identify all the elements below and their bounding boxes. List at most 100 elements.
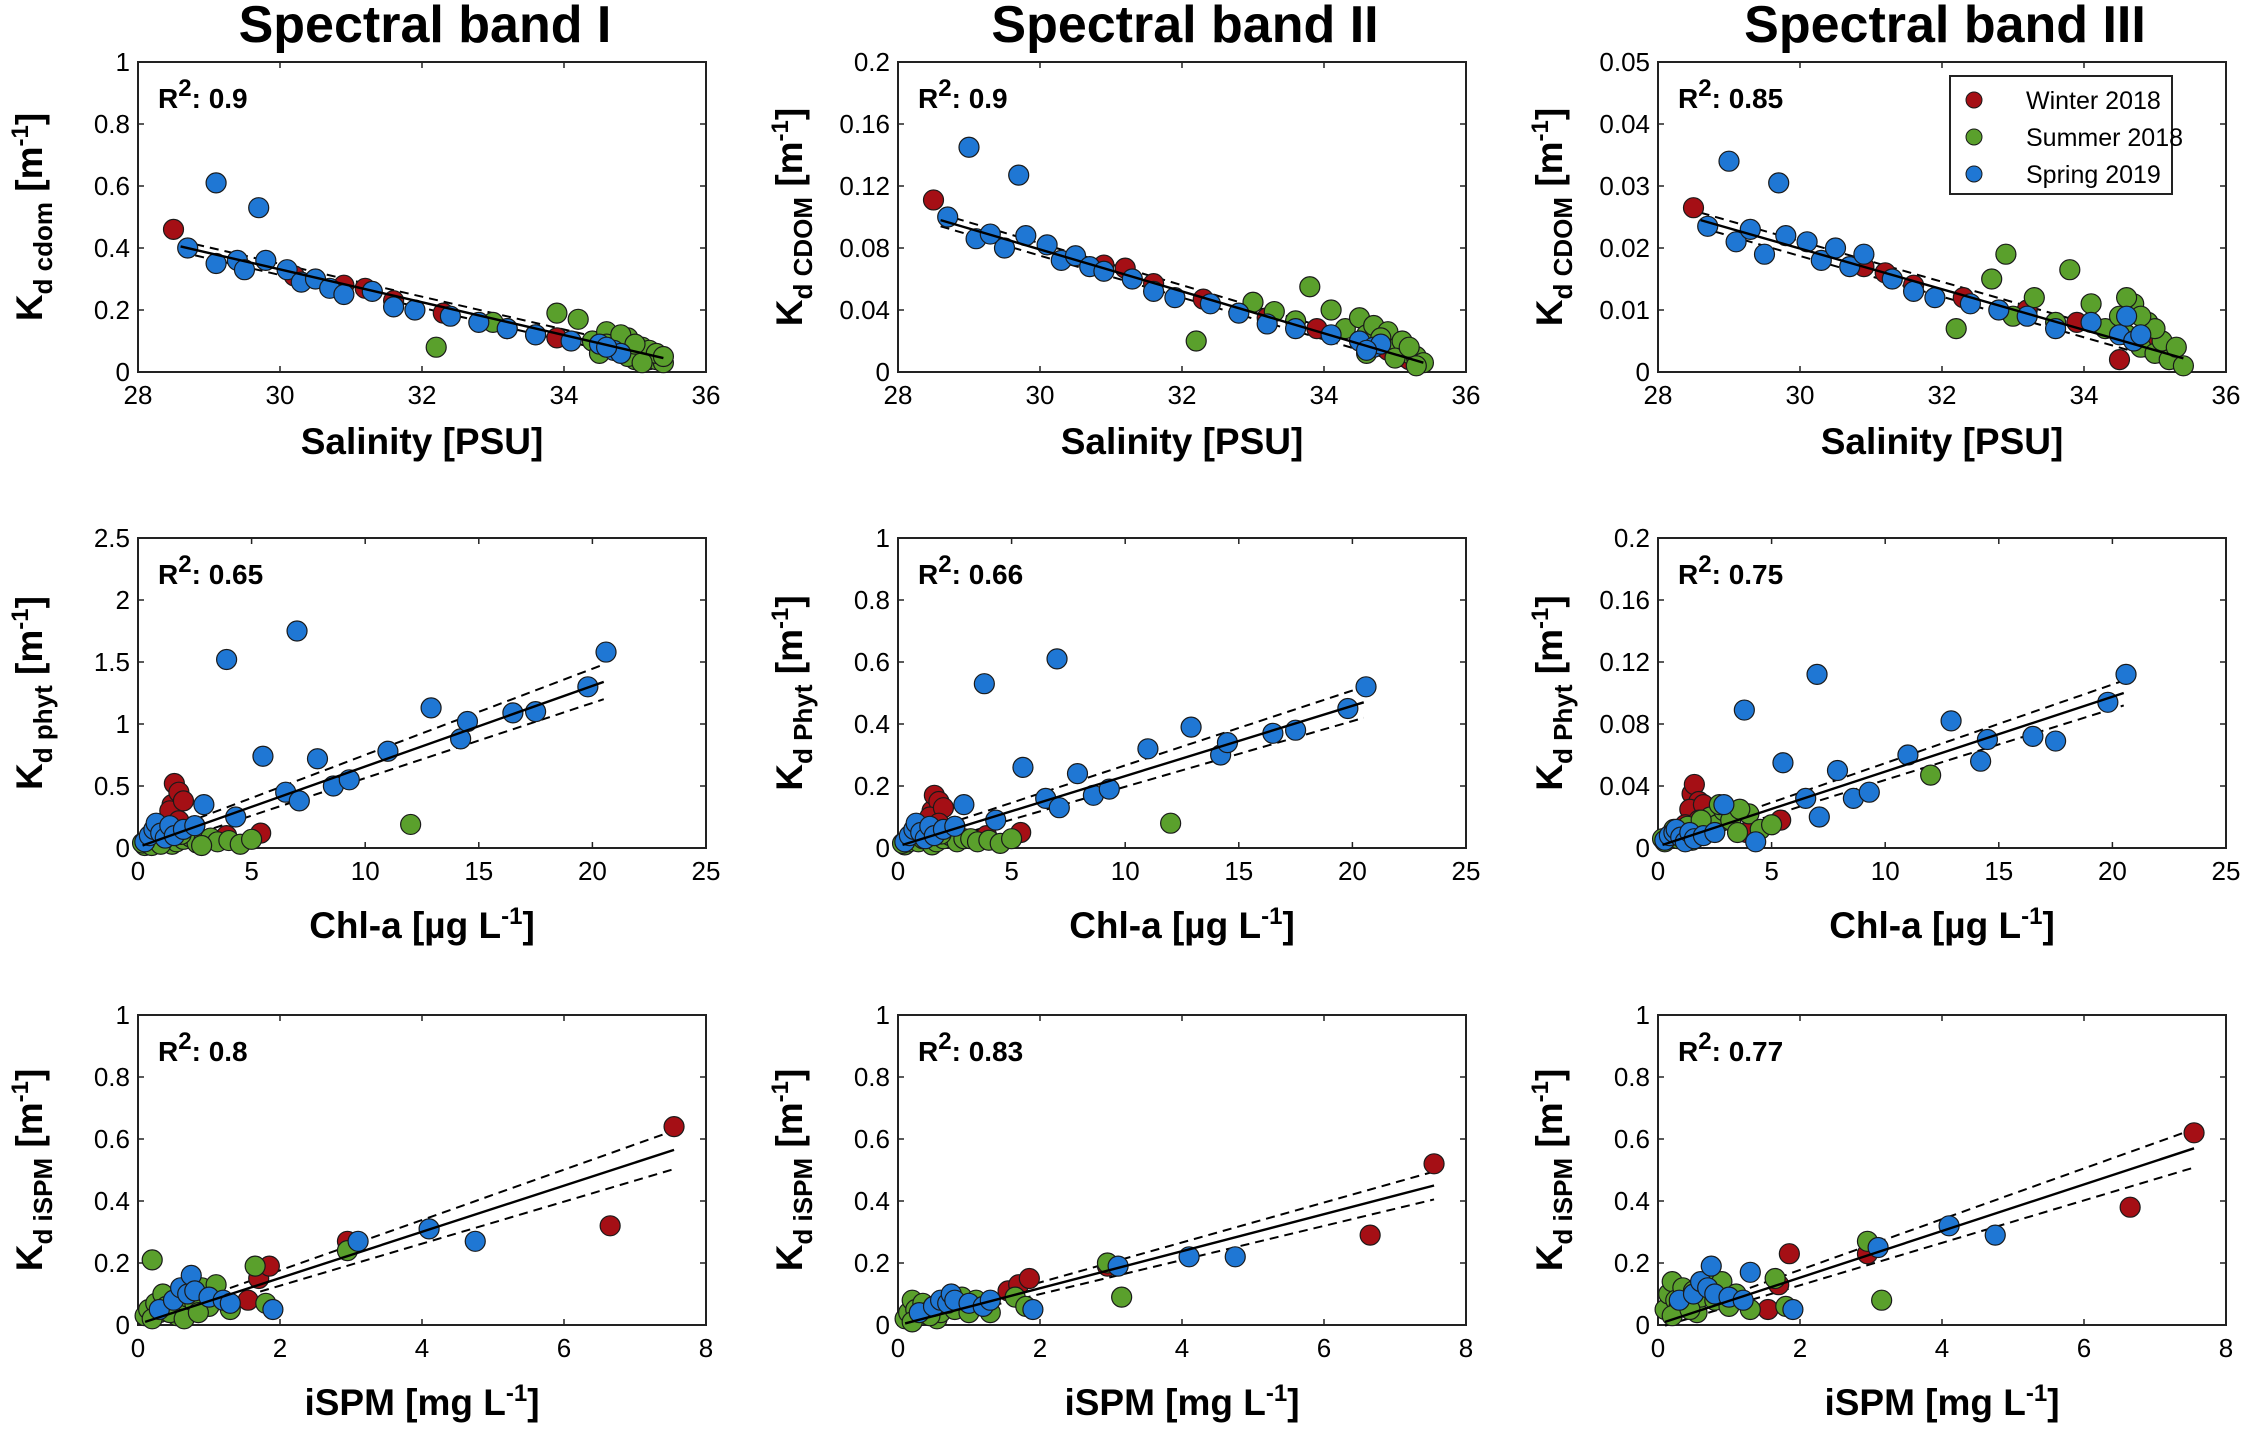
data-point xyxy=(141,1249,163,1271)
fit-line xyxy=(940,218,1424,364)
y-axis-label-part: d iSPM xyxy=(788,1158,818,1245)
data-point xyxy=(595,641,617,663)
y-axis-label: Kd Phyt [m-1] xyxy=(1527,595,1578,790)
y-axis-label-part: K xyxy=(1529,1244,1570,1271)
data-point xyxy=(1359,1224,1381,1246)
r2-label-part: R xyxy=(918,83,938,114)
x-tick-label: 36 xyxy=(1452,380,1481,410)
data-point xyxy=(1853,243,1875,265)
data-point xyxy=(1682,197,1705,219)
y-tick-label: 0.2 xyxy=(94,295,130,325)
x-tick-label: 25 xyxy=(1452,856,1481,886)
y-tick-label: 0 xyxy=(116,1310,130,1340)
y-axis-label-part: ] xyxy=(769,1069,810,1081)
data-point xyxy=(1022,1298,1044,1321)
x-tick-label: 20 xyxy=(578,856,607,886)
data-point xyxy=(244,1255,266,1277)
data-point xyxy=(1760,814,1783,836)
y-tick-label: 0.6 xyxy=(1614,1124,1650,1154)
column-title: Spectral band III xyxy=(1744,0,2146,54)
r2-label-part: : 0.8 xyxy=(192,1036,248,1067)
x-axis-label: Salinity [PSU] xyxy=(1821,421,2064,462)
data-point xyxy=(1902,280,1925,302)
data-point xyxy=(1224,1246,1246,1268)
x-axis-label-part: ] xyxy=(527,1382,539,1423)
data-point xyxy=(546,302,568,324)
x-tick-label: 8 xyxy=(1459,1333,1473,1363)
data-point xyxy=(2119,1196,2141,1218)
x-axis-label: Chl-a [µg L-1] xyxy=(1829,903,2055,946)
data-point xyxy=(2080,293,2102,315)
data-point xyxy=(1945,318,1967,340)
y-axis-label-part: -1 xyxy=(1527,120,1554,141)
x-axis-label-part: iSPM [mg L xyxy=(1064,1382,1265,1423)
y-tick-label: 0.8 xyxy=(854,585,890,615)
r2-label-part: : 0.9 xyxy=(192,83,248,114)
x-tick-label: 6 xyxy=(2077,1333,2091,1363)
data-point xyxy=(1940,710,1962,732)
x-tick-label: 0 xyxy=(1651,856,1665,886)
y-axis-label: Kd iSPM [m-1] xyxy=(767,1069,818,1272)
r2-label: R2: 0.83 xyxy=(918,1028,1023,1067)
data-point xyxy=(2045,730,2067,752)
y-tick-label: 0.4 xyxy=(854,1186,890,1216)
data-point xyxy=(1111,1286,1133,1308)
data-point xyxy=(1180,716,1202,738)
y-tick-label: 0.16 xyxy=(839,109,890,139)
x-axis-label: Chl-a [µg L-1] xyxy=(1069,903,1295,946)
y-tick-label: 1 xyxy=(116,47,130,77)
r2-label-part: 2 xyxy=(178,1028,191,1055)
data-point xyxy=(1745,831,1767,853)
x-axis-label-part: ] xyxy=(2047,1382,2059,1423)
data-point xyxy=(2115,663,2137,686)
data-point xyxy=(1704,821,1726,844)
y-tick-label: 0.2 xyxy=(94,1248,130,1278)
y-tick-label: 0 xyxy=(116,833,130,863)
x-tick-label: 6 xyxy=(1317,1333,1331,1363)
x-axis-label: Salinity [PSU] xyxy=(1061,421,1304,462)
r2-label-part: : 0.77 xyxy=(1712,1036,1784,1067)
x-axis-label-part: -1 xyxy=(1266,1380,1287,1407)
r2-label: R2: 0.9 xyxy=(158,75,248,114)
y-tick-label: 0.6 xyxy=(94,1124,130,1154)
r2-label-part: 2 xyxy=(1698,75,1711,102)
y-axis-label-part: ] xyxy=(9,1069,50,1081)
panel-1-1: 0 0.2 0.4 0.6 0.8 1 28 30 32 34 36 Salinity [PSU] Kd… xyxy=(7,47,720,462)
x-axis-label-part: -1 xyxy=(506,1380,527,1407)
fit-line xyxy=(144,1148,675,1324)
data-point xyxy=(1871,1289,1893,1311)
data-point xyxy=(1920,764,1942,786)
data-point xyxy=(1137,738,1159,760)
fit-line xyxy=(1662,691,2125,847)
data-point xyxy=(1726,821,1749,844)
x-tick-label: 28 xyxy=(884,380,913,410)
x-tick-label: 6 xyxy=(557,1333,571,1363)
y-tick-label: 0.05 xyxy=(1599,47,1650,77)
y-tick-label: 0.04 xyxy=(1599,771,1650,801)
y-axis-label-part: ] xyxy=(1529,108,1570,120)
data-point xyxy=(1725,231,1747,253)
data-point xyxy=(1700,1255,1722,1277)
data-point xyxy=(1995,243,2017,265)
data-point xyxy=(1355,676,1377,698)
r2-label-part: R xyxy=(158,83,178,114)
y-axis-label-part: d Phyt xyxy=(1548,684,1578,764)
x-axis-label-part: -1 xyxy=(2021,903,2042,930)
legend-marker xyxy=(1965,91,1983,109)
data-point xyxy=(1008,164,1030,186)
x-tick-label: 30 xyxy=(266,380,295,410)
y-tick-label: 0.2 xyxy=(1614,523,1650,553)
legend: Winter 2018 Summer 2018 Spring 2019 xyxy=(1949,75,2183,195)
y-axis-label-part: [m xyxy=(769,141,810,197)
data-point xyxy=(162,218,185,240)
data-point xyxy=(286,620,308,642)
data-point xyxy=(1768,172,1790,194)
y-tick-label: 0.4 xyxy=(854,709,890,739)
data-point xyxy=(567,308,589,330)
data-point xyxy=(1739,1261,1761,1283)
x-tick-label: 34 xyxy=(2070,380,2099,410)
data-point xyxy=(1320,299,1342,321)
r2-label-part: 2 xyxy=(938,1028,951,1055)
y-axis-label: Kd CDOM [m-1] xyxy=(767,108,818,326)
